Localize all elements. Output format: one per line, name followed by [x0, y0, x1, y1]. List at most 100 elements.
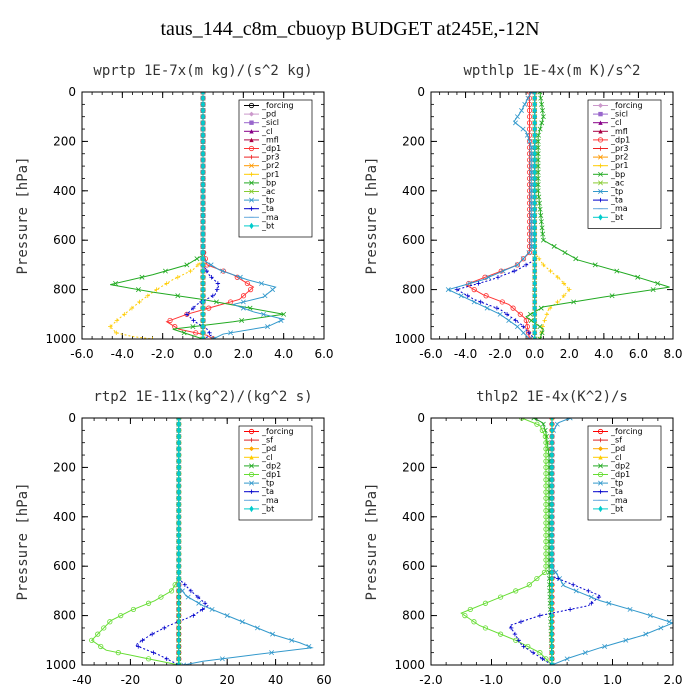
panel-title: thlp2 1E-4x(K^2)/s [476, 389, 628, 405]
series-marker-bt [549, 439, 555, 446]
series-marker-dp1 [101, 625, 107, 631]
series-marker-bt [532, 292, 537, 299]
series-marker-bt [532, 304, 537, 312]
series-marker-bt [532, 237, 537, 244]
y-axis-label: Pressure [hPa] [15, 482, 31, 600]
series-marker-bt [532, 101, 537, 108]
series-marker-ta [512, 631, 518, 637]
series-marker-tp [458, 293, 464, 299]
series-marker-tp [506, 317, 512, 323]
legend-marker [598, 489, 603, 494]
series-marker-bt [176, 513, 181, 520]
series-marker-bt [549, 556, 555, 564]
series-marker-dp1 [526, 138, 533, 144]
series-marker-tp [484, 305, 490, 311]
series-marker-bt [176, 418, 181, 422]
series-marker-ta [586, 588, 591, 594]
series-marker-dp1 [543, 483, 549, 489]
y-tick-label: 800 [53, 609, 76, 623]
legend-label: _pd [610, 444, 625, 453]
series-marker-bt [200, 144, 206, 151]
legend-marker [249, 197, 254, 203]
series-marker-dp1 [240, 293, 247, 299]
series-marker-bt [176, 612, 181, 619]
legend-label: _ta [261, 204, 274, 213]
series-marker-bp [635, 274, 641, 280]
series-marker-bt [200, 175, 206, 182]
legend-marker [598, 146, 603, 151]
series-marker-tp [588, 594, 594, 600]
series-marker-bp [538, 213, 544, 218]
series-marker-bt [549, 587, 555, 595]
series-marker-ta [195, 594, 201, 600]
series-marker-dp1 [482, 625, 489, 631]
series-marker-bt [176, 624, 181, 632]
series-marker-bp [175, 293, 181, 299]
series-marker-tp [270, 287, 276, 293]
y-tick-label: 400 [402, 184, 425, 198]
series-marker-dp1 [467, 606, 473, 613]
series-marker-tp [306, 643, 312, 649]
legend-marker [248, 111, 255, 117]
series-marker-bt [549, 544, 555, 551]
series-marker-bt [532, 249, 537, 256]
legend-label: _dp1 [261, 144, 281, 153]
series-marker-bt [176, 661, 181, 665]
legend-marker [249, 463, 254, 469]
series-marker-pr1 [555, 275, 560, 280]
series-line-tp [202, 92, 286, 339]
series-marker-dp1 [543, 538, 549, 545]
series-marker-dp1 [543, 495, 549, 501]
series-marker-bt [532, 218, 537, 225]
legend-marker [248, 471, 255, 478]
x-tick-label: 8.0 [663, 347, 682, 361]
series-marker-pr1 [108, 324, 113, 329]
series-marker-bt [532, 224, 537, 232]
legend-marker [597, 102, 604, 109]
series-marker-bp [537, 92, 543, 95]
series-marker-bp [538, 95, 544, 101]
y-tick-label: 200 [53, 460, 76, 474]
series-marker-bt [532, 162, 537, 170]
series-marker-tp [606, 600, 612, 606]
series-marker-tp [528, 151, 534, 157]
legend-marker [598, 180, 603, 186]
series-marker-tp [525, 95, 531, 101]
series-marker-bt [549, 630, 555, 638]
series-marker-bp [540, 237, 546, 243]
series-marker-bp [539, 330, 545, 336]
series-marker-dp1 [526, 114, 533, 120]
series-marker-tp [262, 293, 268, 299]
legend-label: _ma [610, 204, 628, 213]
series-group [89, 418, 314, 665]
y-tick-label: 1000 [394, 332, 425, 346]
series-marker-ta [537, 613, 543, 618]
series-marker-dp1 [526, 120, 533, 126]
legend-label: _dp1 [610, 470, 630, 479]
x-tick-label: 0 [175, 673, 183, 687]
series-marker-ta [190, 305, 196, 311]
series-marker-dp1 [526, 107, 533, 114]
series-marker-bp [551, 243, 557, 249]
series-marker-bt [200, 261, 206, 269]
series-marker-bt [532, 125, 537, 133]
series-marker-bt [549, 420, 555, 428]
series-marker-bt [176, 600, 181, 607]
series-marker-dp1 [89, 637, 95, 643]
series-marker-tp [528, 188, 534, 194]
x-tick-label: 6.0 [629, 347, 648, 361]
panel-title: rtp2 1E-11x(kg^2)/(kg^2 s) [93, 389, 312, 405]
series-marker-pr1 [122, 312, 127, 317]
series-marker-bp [536, 132, 541, 138]
series-marker-dp1 [543, 514, 549, 520]
series-marker-tp [528, 225, 534, 231]
series-marker-bp [239, 317, 245, 323]
series-marker-pr1 [547, 305, 553, 311]
legend-label: _forcing [610, 427, 643, 436]
series-marker-tp [658, 625, 664, 631]
series-marker-dp1 [517, 311, 523, 317]
x-tick-label: -1.0 [480, 673, 503, 687]
legend-label: _dp1 [261, 470, 281, 479]
series-marker-tp [445, 287, 451, 293]
series-marker-pr1 [129, 305, 135, 311]
